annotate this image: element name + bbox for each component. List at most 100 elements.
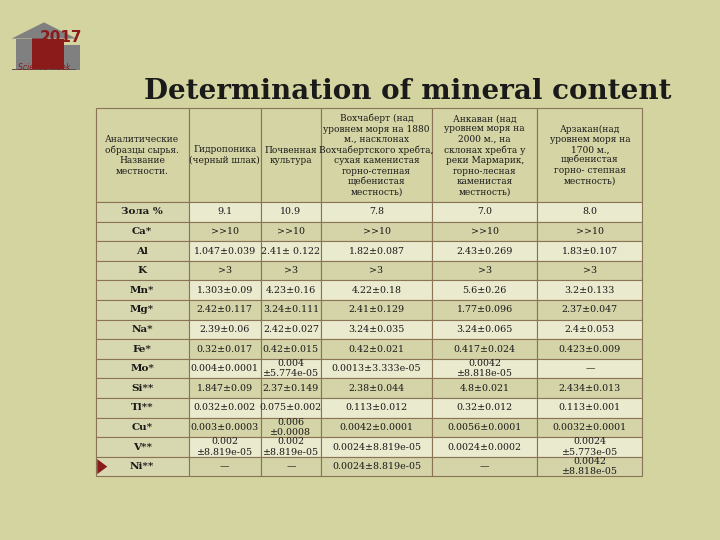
Text: 0.417±0.024: 0.417±0.024	[454, 345, 516, 354]
Text: Анкаван (над
уровнем моря на
2000 м., на
склонах хребта у
реки Мармарик,
горно-л: Анкаван (над уровнем моря на 2000 м., на…	[444, 114, 526, 197]
Text: 2017: 2017	[40, 30, 83, 45]
Bar	[96, 339, 189, 359]
Text: 1.303±0.09: 1.303±0.09	[197, 286, 253, 295]
Bar	[537, 109, 642, 202]
Bar	[261, 280, 321, 300]
Text: 0.0024±8.819e-05: 0.0024±8.819e-05	[332, 443, 421, 451]
Bar	[189, 457, 261, 476]
Bar	[96, 280, 189, 300]
Text: Cu*: Cu*	[132, 423, 153, 432]
Text: >>10: >>10	[277, 227, 305, 236]
Text: >>10: >>10	[211, 227, 239, 236]
Bar	[96, 109, 189, 202]
Text: 0.003±0.0003: 0.003±0.0003	[191, 423, 259, 432]
Bar	[321, 300, 432, 320]
Bar	[321, 437, 432, 457]
Bar	[12, 69, 76, 70]
Text: 3.2±0.133: 3.2±0.133	[564, 286, 615, 295]
Text: 0.032±0.002: 0.032±0.002	[194, 403, 256, 413]
Bar	[96, 241, 189, 261]
Text: 0.113±0.001: 0.113±0.001	[559, 403, 621, 413]
Text: 2.41± 0.122: 2.41± 0.122	[261, 247, 320, 255]
Text: 1.77±0.096: 1.77±0.096	[456, 305, 513, 314]
Bar	[321, 320, 432, 339]
Text: 2.39±0.06: 2.39±0.06	[199, 325, 250, 334]
Text: 7.8: 7.8	[369, 207, 384, 217]
Text: 0.42±0.015: 0.42±0.015	[263, 345, 319, 354]
Text: V**: V**	[132, 443, 152, 451]
Text: Fe*: Fe*	[132, 345, 152, 354]
Bar	[432, 261, 537, 280]
Bar	[96, 221, 189, 241]
Bar	[96, 261, 189, 280]
Text: 0.42±0.021: 0.42±0.021	[348, 345, 405, 354]
Text: 0.0042±0.0001: 0.0042±0.0001	[340, 423, 413, 432]
Bar	[189, 339, 261, 359]
Text: 2.38±0.044: 2.38±0.044	[348, 384, 405, 393]
Bar	[96, 417, 189, 437]
Bar	[537, 339, 642, 359]
Text: 1.82±0.087: 1.82±0.087	[348, 247, 405, 255]
Text: 1.83±0.107: 1.83±0.107	[562, 247, 618, 255]
Bar	[321, 398, 432, 417]
Bar	[96, 437, 189, 457]
Text: >>10: >>10	[362, 227, 390, 236]
Text: 2.43±0.269: 2.43±0.269	[456, 247, 513, 255]
Bar	[96, 320, 189, 339]
Bar	[261, 241, 321, 261]
Bar	[189, 300, 261, 320]
Text: Mo*: Mo*	[130, 364, 154, 373]
Bar	[537, 457, 642, 476]
Bar	[261, 261, 321, 280]
Bar	[537, 241, 642, 261]
Bar	[432, 339, 537, 359]
Bar	[96, 457, 189, 476]
Bar	[321, 457, 432, 476]
Bar	[537, 280, 642, 300]
Bar	[189, 398, 261, 417]
Text: —: —	[220, 462, 230, 471]
Text: 0.32±0.017: 0.32±0.017	[197, 345, 253, 354]
Bar	[321, 261, 432, 280]
Text: 1.847±0.09: 1.847±0.09	[197, 384, 253, 393]
Text: >>10: >>10	[471, 227, 499, 236]
Bar	[261, 398, 321, 417]
Text: >>10: >>10	[576, 227, 604, 236]
Bar	[32, 32, 48, 70]
Text: 0.002
±8.819e-05: 0.002 ±8.819e-05	[197, 437, 253, 457]
Bar	[261, 320, 321, 339]
Bar	[321, 202, 432, 221]
Text: Si**: Si**	[131, 384, 153, 393]
Text: 2.37±0.149: 2.37±0.149	[263, 384, 319, 393]
Text: 2.42±0.027: 2.42±0.027	[263, 325, 319, 334]
Bar	[432, 320, 537, 339]
Bar	[321, 359, 432, 379]
Bar	[48, 38, 64, 70]
Text: 3.24±0.111: 3.24±0.111	[263, 305, 319, 314]
Bar	[537, 417, 642, 437]
Bar	[537, 379, 642, 398]
Text: 2.434±0.013: 2.434±0.013	[559, 384, 621, 393]
Bar	[96, 359, 189, 379]
Bar	[432, 221, 537, 241]
Bar	[432, 457, 537, 476]
Text: —: —	[286, 462, 296, 471]
Bar	[432, 379, 537, 398]
Text: Mn*: Mn*	[130, 286, 154, 295]
Text: Tl**: Tl**	[131, 403, 153, 413]
Bar	[321, 109, 432, 202]
Text: Na*: Na*	[131, 325, 153, 334]
Text: Ca*: Ca*	[132, 227, 152, 236]
Bar	[261, 379, 321, 398]
Bar	[537, 300, 642, 320]
Text: 4.22±0.18: 4.22±0.18	[351, 286, 402, 295]
Text: —: —	[480, 462, 490, 471]
Polygon shape	[97, 459, 107, 474]
Bar	[432, 398, 537, 417]
Bar	[189, 241, 261, 261]
Text: —: —	[585, 364, 595, 373]
Bar	[261, 457, 321, 476]
Bar	[189, 437, 261, 457]
Text: 3.24±0.065: 3.24±0.065	[456, 325, 513, 334]
Bar	[432, 437, 537, 457]
